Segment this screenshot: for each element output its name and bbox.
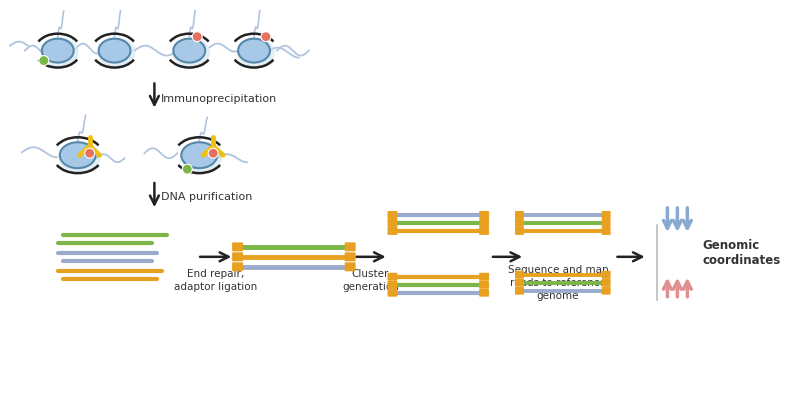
FancyBboxPatch shape	[602, 279, 610, 287]
Circle shape	[182, 164, 192, 174]
Ellipse shape	[58, 141, 101, 173]
FancyBboxPatch shape	[479, 273, 489, 281]
Text: DNA purification: DNA purification	[162, 192, 253, 202]
Circle shape	[261, 32, 271, 42]
FancyBboxPatch shape	[602, 227, 610, 235]
FancyBboxPatch shape	[515, 227, 524, 235]
Text: End repair,
adaptor ligation: End repair, adaptor ligation	[174, 269, 257, 292]
Ellipse shape	[60, 142, 96, 168]
Ellipse shape	[182, 142, 217, 168]
Ellipse shape	[98, 38, 135, 68]
FancyBboxPatch shape	[515, 279, 524, 287]
FancyBboxPatch shape	[387, 219, 398, 227]
Circle shape	[208, 148, 218, 158]
Text: Sequence and map
reads to reference
genome: Sequence and map reads to reference geno…	[507, 265, 608, 301]
FancyBboxPatch shape	[515, 271, 524, 279]
FancyBboxPatch shape	[387, 281, 398, 289]
Ellipse shape	[42, 39, 74, 63]
FancyBboxPatch shape	[387, 211, 398, 219]
FancyBboxPatch shape	[479, 289, 489, 297]
FancyBboxPatch shape	[479, 211, 489, 219]
Text: Immunoprecipitation: Immunoprecipitation	[162, 94, 278, 105]
Text: Cluster
generation: Cluster generation	[342, 269, 399, 292]
Ellipse shape	[237, 38, 275, 68]
FancyBboxPatch shape	[602, 211, 610, 219]
FancyBboxPatch shape	[602, 271, 610, 279]
Ellipse shape	[174, 39, 206, 63]
FancyBboxPatch shape	[602, 219, 610, 227]
Ellipse shape	[172, 38, 210, 68]
FancyBboxPatch shape	[345, 252, 356, 261]
Ellipse shape	[238, 39, 270, 63]
FancyBboxPatch shape	[515, 219, 524, 227]
FancyBboxPatch shape	[479, 219, 489, 227]
Circle shape	[85, 148, 94, 158]
FancyBboxPatch shape	[479, 281, 489, 289]
FancyBboxPatch shape	[232, 262, 243, 271]
Text: Genomic
coordinates: Genomic coordinates	[702, 239, 781, 267]
FancyBboxPatch shape	[387, 289, 398, 297]
Ellipse shape	[98, 39, 130, 63]
FancyBboxPatch shape	[387, 227, 398, 235]
FancyBboxPatch shape	[387, 273, 398, 281]
FancyBboxPatch shape	[479, 227, 489, 235]
FancyBboxPatch shape	[232, 252, 243, 261]
FancyBboxPatch shape	[515, 211, 524, 219]
Ellipse shape	[41, 38, 78, 68]
Circle shape	[192, 32, 202, 42]
Circle shape	[39, 55, 49, 66]
Ellipse shape	[180, 141, 222, 173]
FancyBboxPatch shape	[602, 287, 610, 295]
FancyBboxPatch shape	[345, 262, 356, 271]
FancyBboxPatch shape	[232, 242, 243, 251]
FancyBboxPatch shape	[345, 242, 356, 251]
FancyBboxPatch shape	[515, 287, 524, 295]
